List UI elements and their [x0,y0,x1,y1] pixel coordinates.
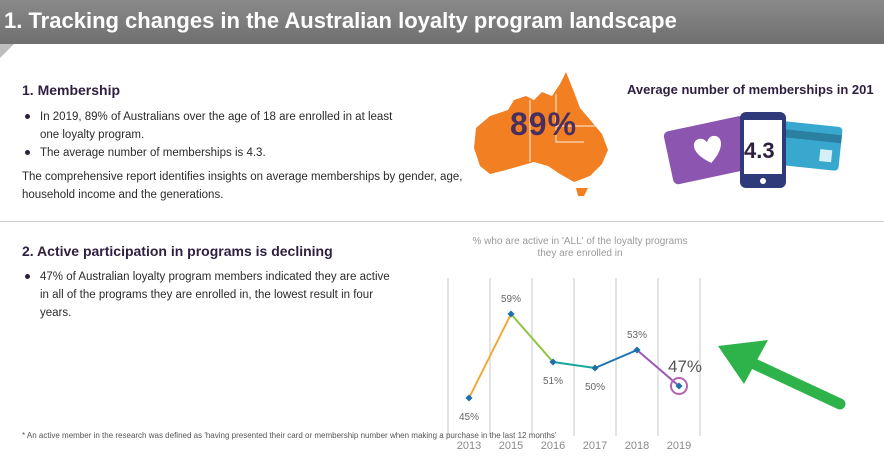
x-tick-2015: 2015 [499,440,523,452]
series-segment-4 [636,349,680,387]
average-memberships-value: 4.3 [744,138,775,163]
section-banner: 1. Tracking changes in the Australian lo… [0,0,884,44]
participation-bullets: 47% of Australian loyalty program member… [22,268,392,322]
loyalty-cards-icon [663,112,843,188]
data-point-2019 [675,382,683,390]
section-divider [0,221,884,222]
banner-fold [0,44,14,58]
membership-percent: 89% [510,106,578,142]
banner-title: 1. Tracking changes in the Australian lo… [4,8,677,33]
data-label-2016: 51% [543,376,563,387]
x-tick-2016: 2016 [541,440,565,452]
membership-bullet-1: In 2019, 89% of Australians over the age… [22,108,402,144]
series-segment-2 [552,361,596,369]
footnote: * An active member in the research was d… [22,431,557,440]
series-segment-0 [468,313,512,399]
data-label-2019: 47% [668,357,702,376]
membership-paragraph: The comprehensive report identifies insi… [22,171,463,201]
data-point-2017 [591,364,599,372]
data-label-2015: 59% [501,294,521,305]
chart-title: % who are active in 'ALL' of the loyalty… [472,236,688,259]
x-tick-2017: 2017 [583,440,607,452]
membership-heading: 1. Membership [22,82,121,98]
data-point-2018 [633,346,641,354]
data-label-2018: 53% [627,330,647,341]
x-tick-2013: 2013 [457,440,481,452]
highlight-ring [670,377,688,395]
membership-bullets: In 2019, 89% of Australians over the age… [22,108,402,162]
participation-bullet-1: 47% of Australian loyalty program member… [22,268,392,322]
series-segment-3 [594,349,638,369]
average-memberships-title: Average number of memberships in 201 [627,82,874,97]
participation-heading: 2. Active participation in programs is d… [22,243,333,259]
x-tick-2018: 2018 [625,440,649,452]
active-participation-line-chart: 2013 2015 2016 2017 2018 2019 45% 59% 51% 50% 53% 4… [447,278,702,452]
data-point-2015 [507,310,515,318]
x-tick-2019: 2019 [667,440,691,452]
data-label-2013: 45% [459,412,479,423]
arrow-pointer-icon [718,340,846,410]
series-segment-1 [510,313,554,363]
data-label-2017: 50% [585,382,605,393]
membership-bullet-2: The average number of memberships is 4.3… [22,144,402,162]
data-point-2013 [465,394,473,402]
data-point-2016 [549,358,557,366]
australia-map-icon [474,72,608,196]
